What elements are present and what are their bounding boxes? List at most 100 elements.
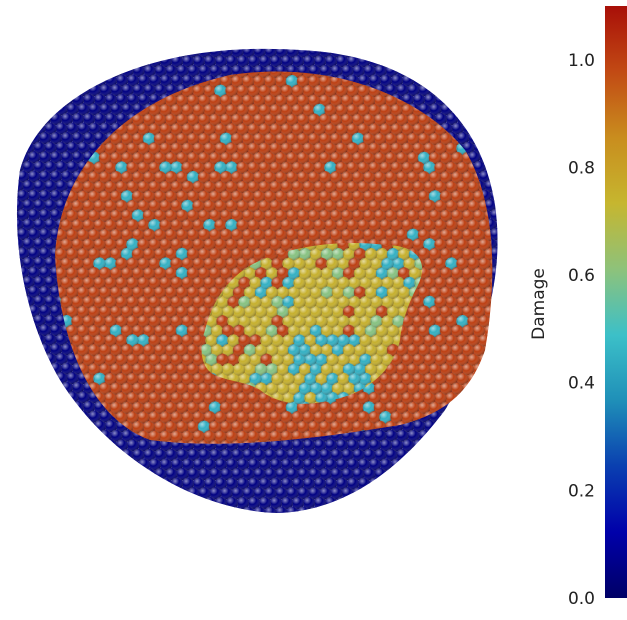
particle-shading [82,458,96,471]
particle [209,506,222,514]
particle [16,419,19,433]
particle-shading [27,55,41,68]
particle-shading [187,506,200,514]
particle [143,487,156,500]
particle-shading [115,477,129,490]
particle [450,75,464,88]
particle [83,36,95,48]
particle-shading [242,48,255,58]
particle-shading [16,304,19,317]
particle [484,352,497,365]
particle [27,74,41,87]
particle [440,506,453,514]
particle-shading [38,381,52,394]
particle [489,71,493,78]
particle-shading [456,458,470,471]
particle-shading [170,458,184,471]
particle-shading [27,477,41,490]
particle-shading [16,352,24,365]
particle-shading [462,410,475,423]
particle-shading [473,103,486,116]
particle-shading [33,256,46,269]
particle [336,36,348,48]
particle-shading [357,74,371,87]
particle [55,448,68,461]
particle-shading [16,208,30,222]
particle-shading [115,496,129,509]
particle-shading [17,36,29,48]
particle-shading [49,208,63,221]
particle-shading [424,36,436,48]
particle [22,83,35,97]
particle-shading [451,48,464,58]
particle-shading [66,122,79,135]
particle [473,122,486,135]
particle [401,458,415,471]
particle [451,429,464,442]
particle [461,113,475,126]
particle [27,496,41,509]
particle-shading [33,295,46,308]
particle-shading [33,275,46,289]
particle-shading [237,36,249,48]
particle-shading [214,458,228,471]
particle [55,487,68,500]
particle-shading [462,391,475,404]
particle-shading [33,160,46,173]
particle [478,400,492,413]
particle-shading [489,131,498,145]
particle [456,71,469,78]
particle [484,410,497,423]
particle [412,496,426,509]
particle-shading [440,410,453,423]
particle [77,448,90,461]
particle-shading [374,429,387,442]
particle-shading [209,448,222,461]
particle-shading [16,314,24,327]
particle-shading [396,467,409,481]
particle-shading [489,419,498,433]
particle [423,496,437,509]
particle-shading [325,36,337,48]
particle-shading [374,48,387,58]
particle-shading [264,467,277,481]
particle [33,487,46,500]
particle [495,179,498,193]
particle-shading [473,64,486,78]
particle [390,477,404,490]
particle [165,506,178,514]
particle-shading [341,448,354,461]
particle [72,36,84,48]
particle [374,48,387,58]
particle [429,64,442,78]
particle-shading [247,458,261,471]
particle-shading [165,48,178,58]
particle-shading [33,199,46,212]
particle [110,467,123,481]
particle-shading [171,36,183,48]
particle-shading [451,506,464,514]
particle [22,487,35,500]
particle [467,477,481,490]
particle-shading [462,448,475,461]
particle [451,64,464,78]
particle [467,439,481,452]
particle-shading [269,55,283,68]
particle-shading [104,439,118,452]
particle-shading [495,487,498,500]
particle-shading [99,48,112,58]
particle [484,371,497,385]
particle [60,55,74,68]
particle-shading [269,477,283,490]
particle [440,429,453,442]
particle-shading [66,64,79,78]
particle-shading [16,189,30,202]
particle [456,458,470,471]
particle-shading [71,131,85,145]
particle [33,506,46,514]
particle [71,477,85,490]
particle [347,36,359,48]
particle-shading [49,151,63,164]
particle [467,496,481,509]
particle-shading [38,439,52,452]
